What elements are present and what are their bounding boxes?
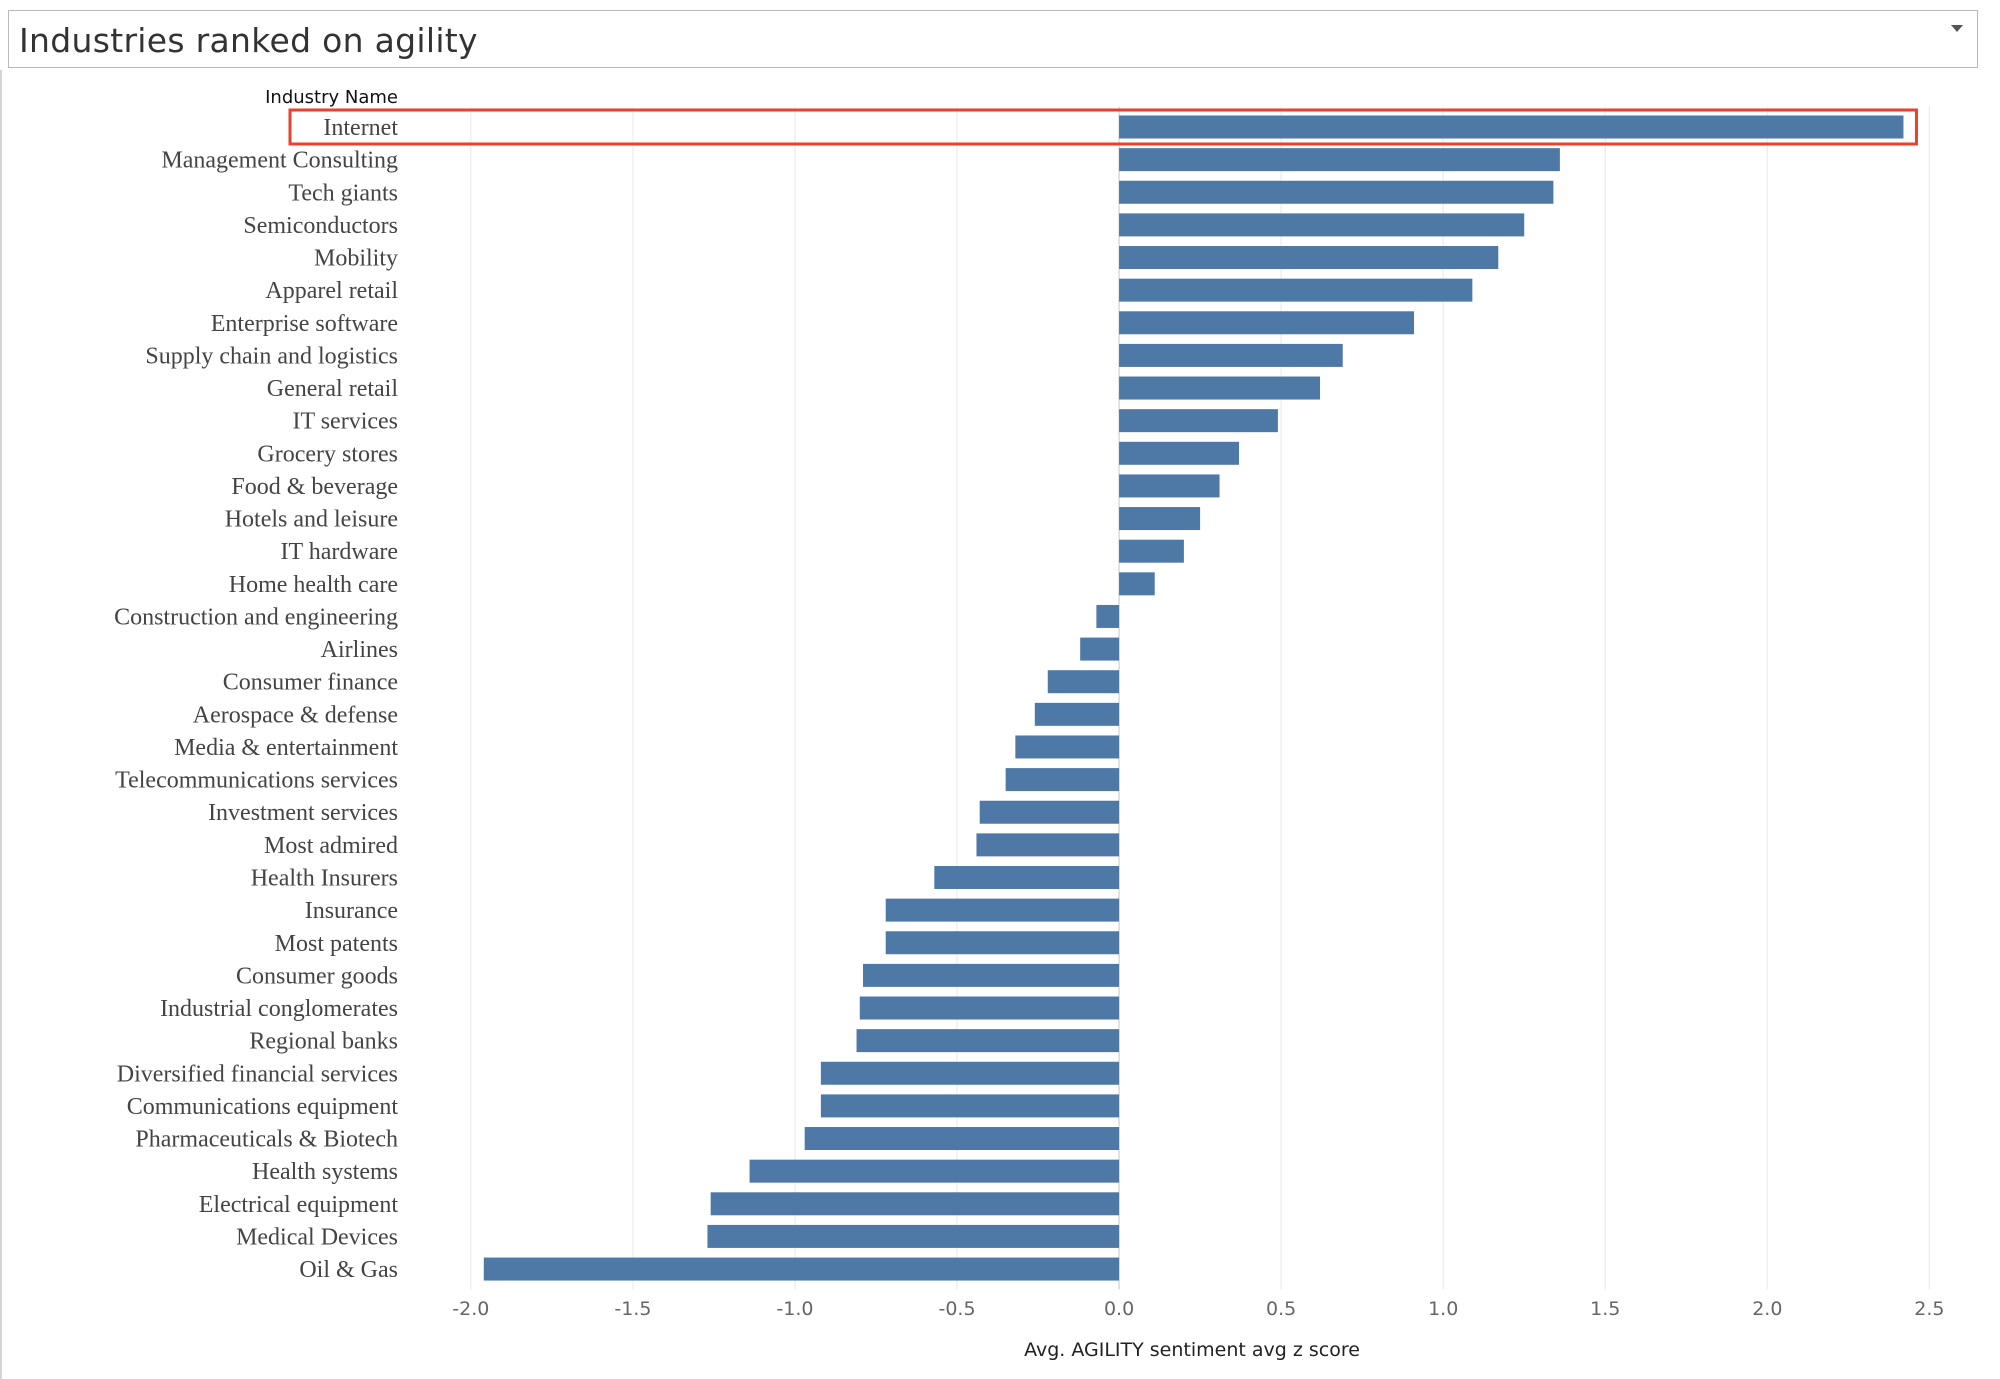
x-tick-label: -1.0 [776,1298,813,1320]
category-label: Apparel retail [265,278,398,304]
category-label: Internet [323,115,398,141]
bar[interactable] [820,1094,1120,1118]
x-axis-ticks: -2.0 -1.5 -1.0 -0.5 0.0 0.5 1.0 1.5 2.0 2.5 [452,1298,1944,1320]
category-label: Most patents [275,931,398,957]
bar[interactable] [885,898,1120,922]
category-label: Consumer goods [236,963,398,989]
bar[interactable] [1119,246,1499,270]
bar[interactable] [856,1029,1120,1053]
category-label: Communications equipment [127,1094,399,1120]
x-tick-label: 1.0 [1428,1298,1458,1320]
category-label: Health Insurers [251,865,398,891]
category-label: Industrial conglomerates [160,996,398,1022]
page-title: Industries ranked on agility [19,21,478,60]
bar[interactable] [1119,213,1525,237]
bar[interactable] [1119,441,1239,465]
category-label: Diversified financial services [117,1061,398,1087]
bar[interactable] [820,1061,1120,1085]
bar[interactable] [885,931,1120,955]
category-label: Supply chain and logistics [145,343,398,369]
bar[interactable] [1005,768,1120,792]
bar[interactable] [863,963,1120,987]
bar[interactable] [1034,702,1120,726]
category-label: Investment services [208,800,398,826]
x-axis-title: Avg. AGILITY sentiment avg z score [1024,1339,1360,1361]
bar[interactable] [1119,115,1904,139]
category-label: Semiconductors [243,213,398,239]
category-label: Consumer finance [223,670,398,696]
bar[interactable] [1119,148,1560,172]
category-label: Regional banks [249,1029,398,1055]
category-label: Telecommunications services [115,768,398,794]
category-label: IT hardware [281,539,399,565]
highlight-box [288,108,1918,146]
bar[interactable] [1119,376,1321,400]
category-label: Electrical equipment [199,1192,399,1218]
category-label: Medical Devices [236,1224,398,1250]
category-label: Oil & Gas [299,1257,398,1283]
bar[interactable] [804,1127,1120,1151]
panel-border [0,70,2,1379]
bar[interactable] [859,996,1120,1020]
bar[interactable] [1119,343,1343,367]
bar[interactable] [979,800,1120,824]
bar[interactable] [1096,604,1120,628]
bar[interactable] [1119,474,1220,498]
bar[interactable] [934,865,1120,889]
grid-lines [470,106,1930,1290]
bar[interactable] [483,1257,1120,1281]
bar[interactable] [707,1224,1120,1248]
bar[interactable] [1119,409,1278,433]
bar[interactable] [710,1192,1120,1216]
bar[interactable] [1119,180,1554,204]
bar[interactable] [1119,572,1155,596]
category-label: Pharmaceuticals & Biotech [135,1127,398,1153]
bar[interactable] [1119,278,1473,302]
bar[interactable] [1015,735,1120,759]
chevron-down-icon[interactable] [1951,25,1963,32]
category-label: Health systems [252,1159,398,1185]
x-tick-label: 2.5 [1914,1298,1944,1320]
category-label: General retail [267,376,399,402]
category-label: Home health care [229,572,398,598]
category-label: Most admired [264,833,398,859]
x-tick-label: -0.5 [938,1298,975,1320]
x-tick-label: -1.5 [614,1298,651,1320]
category-label: Grocery stores [257,441,398,467]
bar[interactable] [749,1159,1120,1183]
bar[interactable] [1119,507,1201,531]
row-header-label: Industry Name [265,87,398,108]
category-label: Management Consulting [161,148,398,174]
category-label: Airlines [321,637,398,663]
x-tick-label: 0.5 [1266,1298,1296,1320]
bar[interactable] [1047,670,1120,694]
bar[interactable] [976,833,1120,857]
bar[interactable] [1080,637,1120,661]
x-tick-label: 1.5 [1590,1298,1620,1320]
x-tick-label: -2.0 [452,1298,489,1320]
category-labels: Internet Management Consulting Tech giants… [114,115,398,1283]
category-label: Hotels and leisure [225,507,398,533]
bar[interactable] [1119,311,1415,335]
chart-title-bar[interactable]: Industries ranked on agility [8,10,1978,68]
bars [288,108,1918,1281]
category-label: Insurance [305,898,398,924]
bar[interactable] [1119,539,1184,563]
category-label: Tech giants [288,180,398,206]
category-label: Mobility [314,246,398,272]
category-label: Enterprise software [211,311,398,337]
category-label: Media & entertainment [174,735,398,761]
x-tick-label: 0.0 [1104,1298,1134,1320]
category-label: IT services [292,409,398,435]
x-tick-label: 2.0 [1752,1298,1782,1320]
category-label: Food & beverage [231,474,398,500]
category-label: Construction and engineering [114,604,398,630]
category-label: Aerospace & defense [193,702,398,728]
